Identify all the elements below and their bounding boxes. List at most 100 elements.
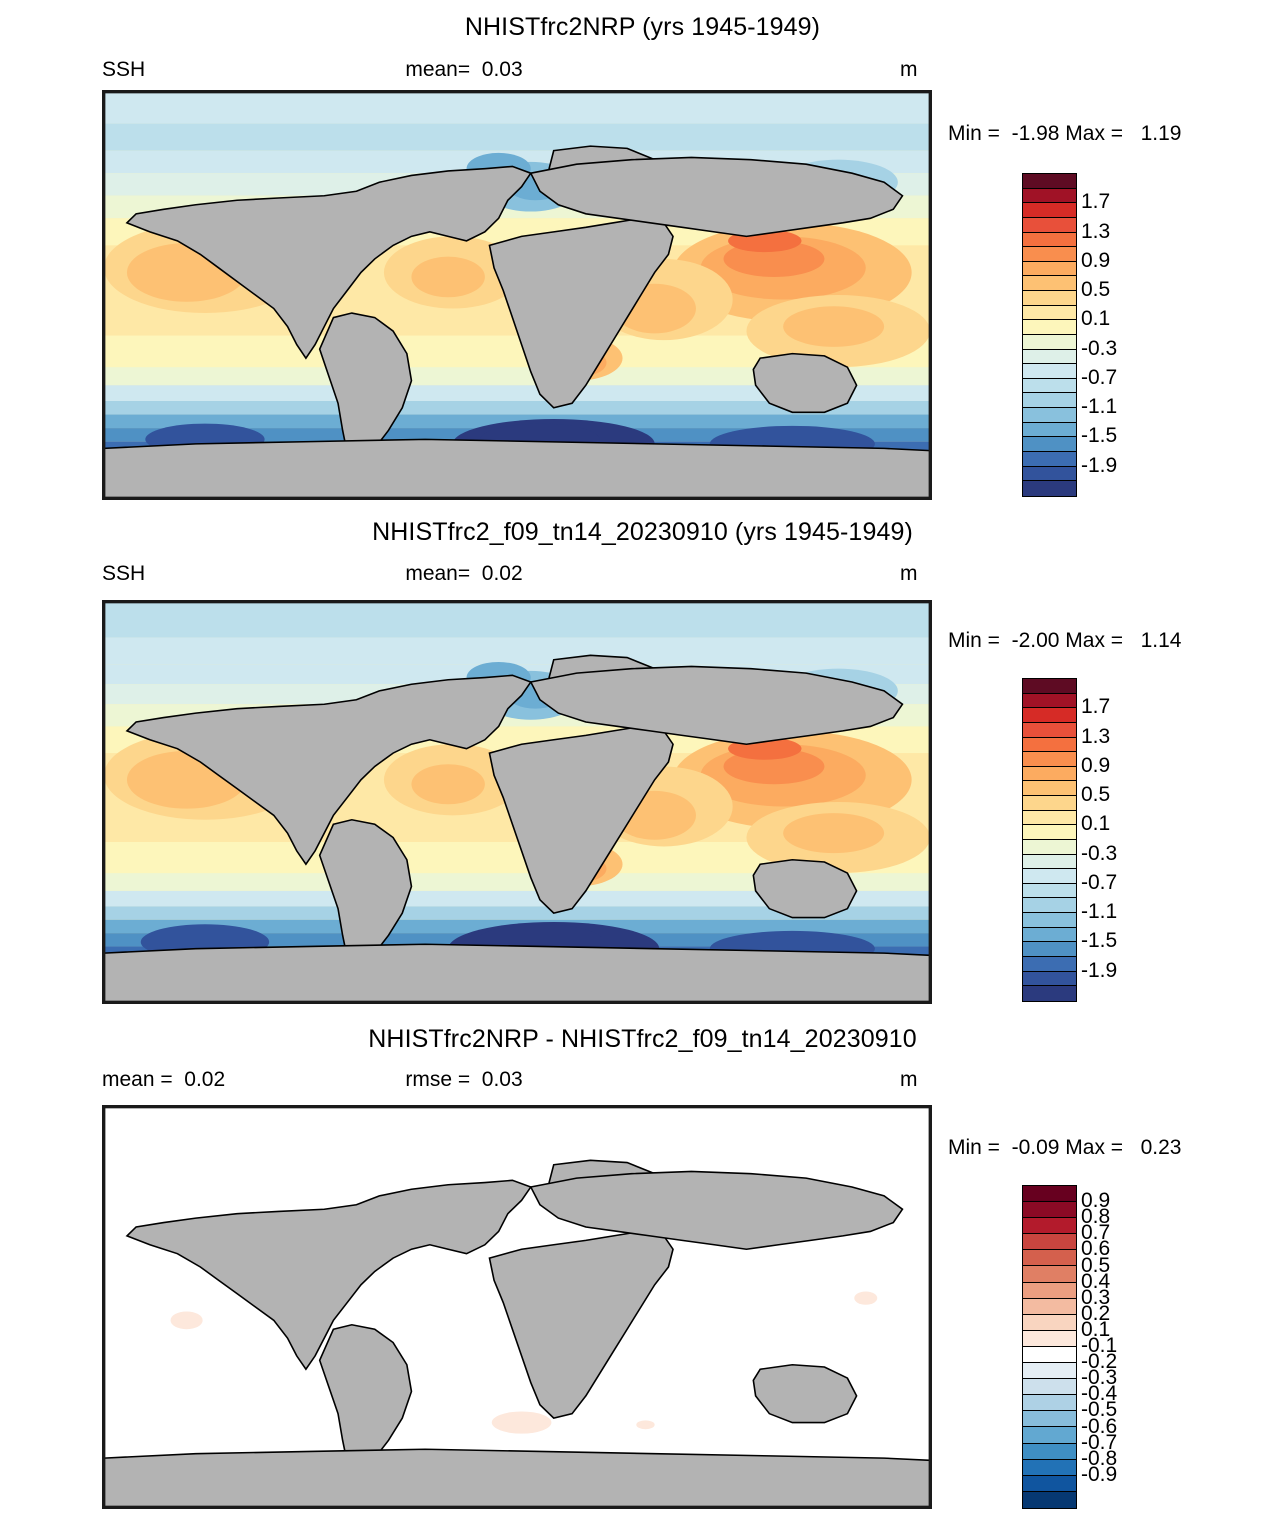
colorbar-cell: [1023, 708, 1076, 723]
colorbar-tick-label: 0.2: [1081, 1301, 1111, 1325]
colorbar-cell: [1023, 883, 1076, 899]
colorbar-cell: [1023, 752, 1076, 767]
colorbar-tick-label: -0.6: [1081, 1414, 1118, 1438]
colorbar-cell: [1023, 1266, 1076, 1283]
colorbar-tick-label: -0.3: [1081, 1366, 1118, 1390]
colorbar-cell: [1023, 174, 1076, 189]
colorbar-cell: [1023, 203, 1076, 218]
colorbar-tick-label: 0.5: [1081, 278, 1111, 302]
panel-top-units: m: [900, 58, 918, 81]
colorbar-tick-label: -0.8: [1081, 1446, 1118, 1470]
colorbar-cell: [1023, 247, 1076, 262]
colorbar-tick-label: 0.7: [1081, 1221, 1111, 1245]
colorbar-cell: [1023, 276, 1076, 291]
panel-middle-units: m: [900, 562, 918, 585]
colorbar-cell: [1023, 766, 1076, 782]
colorbar-cell: [1023, 232, 1076, 248]
colorbar-tick-label: -0.5: [1081, 1398, 1118, 1422]
colorbar-cell: [1023, 781, 1076, 796]
colorbar-tick-label: 0.1: [1081, 1317, 1111, 1341]
panel-top-stats: SSH mean= 0.03 m: [0, 58, 1285, 82]
colorbar-cell: [1023, 1443, 1076, 1460]
colorbar-cell: [1023, 1218, 1076, 1235]
colorbar-bottom[interactable]: [1022, 1185, 1077, 1509]
panel-middle-map[interactable]: [102, 600, 932, 1004]
colorbar-tick-label: -0.7: [1081, 1430, 1118, 1454]
colorbar-tick-label: -0.2: [1081, 1350, 1118, 1374]
map-svg-bottom: [104, 1107, 930, 1507]
panel-top-title: NHISTfrc2NRP (yrs 1945-1949): [464, 13, 821, 41]
colorbar-tick-label: -1.9: [1081, 958, 1118, 982]
colorbar-cell: [1023, 1202, 1076, 1219]
colorbar-tick-label: 0.9: [1081, 753, 1111, 777]
colorbar-cell: [1023, 869, 1076, 884]
panel-middle-title: NHISTfrc2_f09_tn14_20230910 (yrs 1945-19…: [372, 518, 913, 546]
colorbar-cell: [1023, 1282, 1076, 1299]
colorbar-tick-label: 0.5: [1081, 783, 1111, 807]
colorbar-cell: [1023, 825, 1076, 840]
panel-bottom-mean: mean = 0.02: [102, 1068, 226, 1091]
colorbar-cell: [1023, 481, 1076, 496]
colorbar-tick-label: -0.4: [1081, 1382, 1118, 1406]
panel-middle-variable: SSH: [102, 562, 146, 585]
panel-bottom-minmax: Min = -0.09 Max = 0.23: [948, 1136, 1182, 1159]
colorbar-cell: [1023, 1411, 1076, 1428]
colorbar-cell: [1023, 291, 1076, 306]
colorbar-cell: [1023, 839, 1076, 855]
panel-top-map[interactable]: [102, 90, 932, 500]
colorbar-tick-label: -0.9: [1081, 1462, 1118, 1486]
colorbar-cell: [1023, 217, 1076, 233]
colorbar-tick-label: -1.1: [1081, 900, 1118, 924]
colorbar-cell: [1023, 854, 1076, 870]
colorbar-cell: [1023, 898, 1076, 913]
colorbar-tick-label: -0.7: [1081, 365, 1118, 389]
panel-top-minmax: Min = -1.98 Max = 1.19: [948, 122, 1182, 145]
colorbar-tick-label: 0.8: [1081, 1205, 1111, 1229]
colorbar-cell: [1023, 451, 1076, 467]
panel-bottom-title: NHISTfrc2NRP - NHISTfrc2_f09_tn14_202309…: [368, 1025, 917, 1053]
colorbar-middle[interactable]: [1022, 678, 1077, 1002]
colorbar-tick-label: -0.3: [1081, 336, 1118, 360]
colorbar-tick-label: 0.9: [1081, 1189, 1111, 1213]
colorbar-tick-label: 0.5: [1081, 1253, 1111, 1277]
colorbar-cell: [1023, 722, 1076, 738]
panel-bottom-map[interactable]: [102, 1105, 932, 1509]
colorbar-cell: [1023, 986, 1076, 1001]
colorbar-cell: [1023, 1314, 1076, 1331]
panel-middle-minmax: Min = -2.00 Max = 1.14: [948, 629, 1182, 652]
panel-middle-mean: mean= 0.02: [405, 562, 523, 585]
colorbar-cell: [1023, 1250, 1076, 1267]
map-svg-top: [104, 92, 930, 498]
colorbar-tick-label: -0.1: [1081, 1334, 1118, 1357]
colorbar-cell: [1023, 1491, 1076, 1508]
colorbar-cell: [1023, 1475, 1076, 1492]
colorbar-tick-label: 0.1: [1081, 307, 1111, 331]
colorbar-cell: [1023, 927, 1076, 943]
colorbar-cell: [1023, 1459, 1076, 1476]
colorbar-tick-label: 0.1: [1081, 812, 1111, 836]
colorbar-cell: [1023, 1395, 1076, 1412]
colorbar-cell: [1023, 971, 1076, 987]
colorbar-cell: [1023, 693, 1076, 709]
colorbar-cell: [1023, 810, 1076, 826]
colorbar-tick-label: -0.7: [1081, 870, 1118, 894]
colorbar-cell: [1023, 679, 1076, 694]
colorbar-cell: [1023, 334, 1076, 350]
colorbar-tick-label: -1.5: [1081, 424, 1118, 448]
colorbar-cell: [1023, 1186, 1076, 1203]
colorbar-cell: [1023, 1330, 1076, 1347]
colorbar-cell: [1023, 393, 1076, 408]
panel-bottom-rmse: rmse = 0.03: [405, 1068, 523, 1091]
colorbar-tick-label: 1.7: [1081, 695, 1111, 719]
colorbar-cell: [1023, 349, 1076, 365]
colorbar-cell: [1023, 1427, 1076, 1444]
colorbar-cell: [1023, 956, 1076, 972]
colorbar-tick-label: -1.1: [1081, 395, 1118, 419]
colorbar-cell: [1023, 796, 1076, 811]
colorbar-tick-label: 0.4: [1081, 1269, 1111, 1293]
colorbar-tick-label: 0.6: [1081, 1237, 1111, 1261]
colorbar-cell: [1023, 437, 1076, 452]
colorbar-top[interactable]: [1022, 173, 1077, 497]
colorbar-cell: [1023, 320, 1076, 335]
colorbar-tick-label: 1.7: [1081, 190, 1111, 214]
